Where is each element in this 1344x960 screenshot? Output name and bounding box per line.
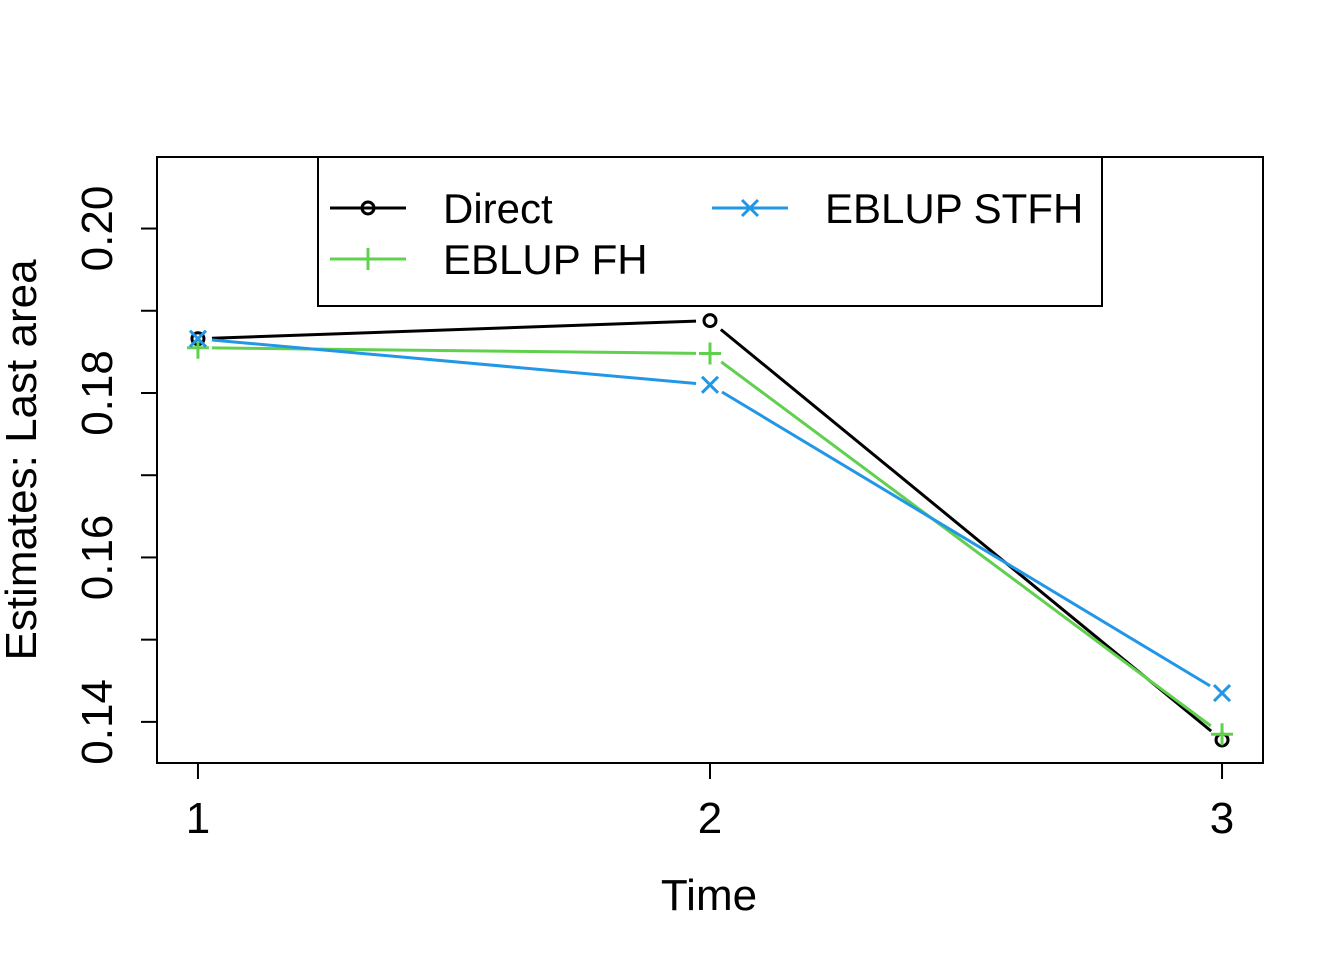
series-line-segment [211, 338, 697, 386]
y-tick-label: 0.16 [73, 515, 122, 601]
legend-marker [360, 200, 376, 216]
series-eblup-fh [186, 336, 1234, 746]
series-line-segment [211, 319, 697, 340]
legend-marker [357, 248, 379, 270]
series-direct [190, 313, 1230, 748]
data-point [1211, 723, 1234, 746]
data-point [702, 313, 718, 329]
y-axis: 0.14 0.16 0.18 0.20 [73, 186, 158, 765]
legend-label: EBLUP STFH [825, 185, 1083, 232]
y-tick-label: 0.18 [73, 350, 122, 436]
series-layer [186, 313, 1234, 748]
legend-label: EBLUP FH [443, 236, 648, 283]
legend-marker [740, 198, 760, 218]
x-axis-label: Time [661, 871, 757, 920]
legend-entry: EBLUP STFH [712, 185, 1083, 232]
data-point [699, 342, 721, 365]
series-eblup-stfh [188, 329, 1232, 703]
x-tick-label: 3 [1210, 794, 1234, 843]
series-line-segment [721, 390, 1211, 688]
data-point [1212, 684, 1232, 703]
y-axis-label: Estimates: Last area [0, 259, 46, 661]
y-tick-label: 0.14 [73, 679, 122, 765]
legend-label: Direct [443, 185, 553, 232]
series-line-segment [720, 360, 1212, 728]
legend-entry: EBLUP FH [330, 236, 648, 283]
legend-box [317, 156, 1103, 307]
y-tick-label: 0.20 [73, 186, 122, 272]
x-tick-label: 2 [698, 794, 722, 843]
x-axis: 1 2 3 [186, 762, 1234, 843]
legend-entry: Direct [330, 185, 553, 232]
x-tick-label: 1 [186, 794, 210, 843]
series-line-segment [211, 346, 697, 355]
data-point [188, 329, 208, 348]
data-point [700, 375, 720, 394]
